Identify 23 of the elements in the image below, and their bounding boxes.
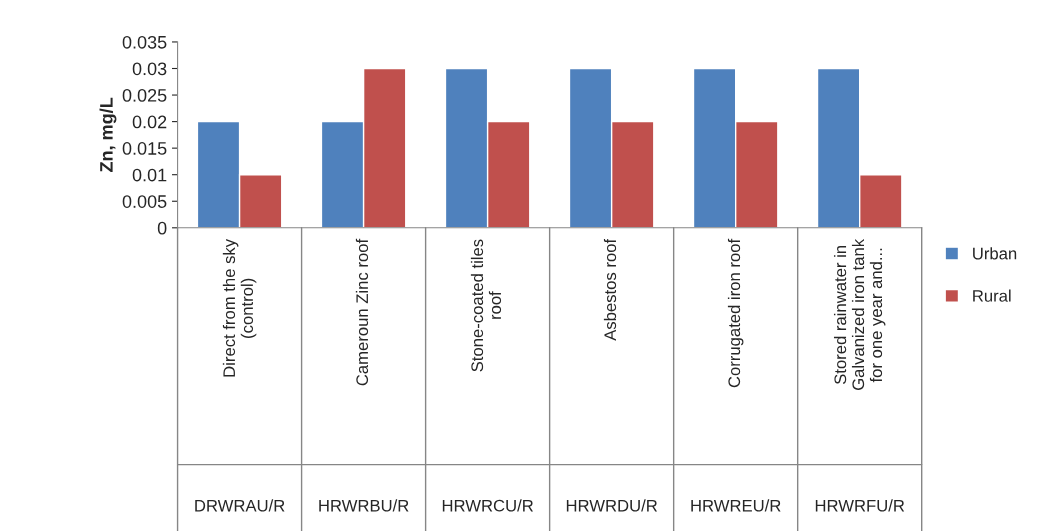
y-tick-label: 0 [157,221,167,235]
y-tick-label: 0.02 [132,115,167,129]
legend-label: Urban [973,247,1017,260]
text: HRWRCU/R [442,499,533,512]
y-tick-label: 0.015 [122,142,167,155]
text: HRWRBU/R [319,499,409,512]
y-axis-title: Zn, mg/L [99,97,117,172]
y-tick-label: 0.01 [132,168,167,182]
y-tick-label: 0.03 [132,62,167,76]
y-tick-label: 0.025 [122,88,167,102]
legend-label: Rural [973,289,1011,302]
text: HRWRDU/R [566,499,658,512]
x-tick-label: Stored rainwater in Galvanized iron tank for one year and... [833,238,886,390]
x-tick-label: Corrugated iron roof [727,238,744,388]
x-tick-label: Direct from the sky (control) [222,238,257,377]
text: DRWRAU/R [195,499,285,512]
x-tick-label: Cameroun Zinc roof [355,238,369,386]
text: HRWREU/R [691,499,781,512]
x-tick-label: Asbestos roof [603,238,617,341]
text: HRWRFU/R [815,499,905,512]
y-tick-label: 0.005 [122,195,167,208]
x-tick-label: Stone-coated tiles roof [470,239,502,372]
y-tick-label: 0.035 [122,35,167,49]
